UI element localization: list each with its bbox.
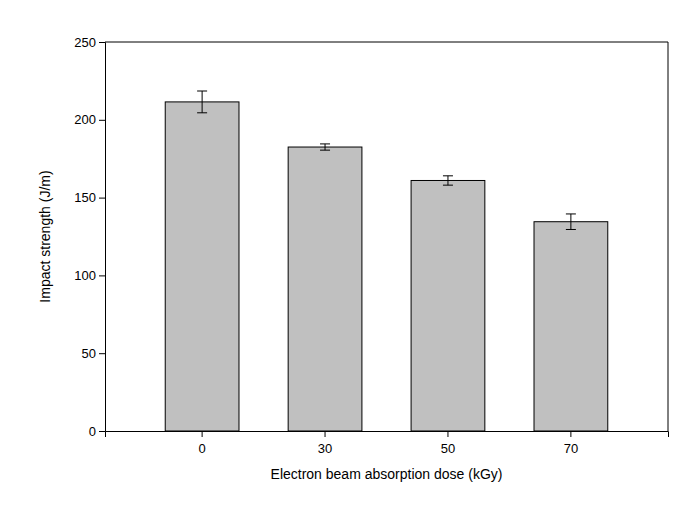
- x-tick-label: 70: [564, 441, 578, 456]
- y-tick-label: 250: [74, 35, 96, 50]
- bars: [165, 91, 608, 431]
- bar: [165, 102, 239, 431]
- frame: [105, 42, 668, 43]
- plot: 0 50 100 150 200 250 0 30 50 70: [74, 35, 668, 456]
- error-cap: [320, 143, 330, 144]
- x-axis: 0 30 50 70: [106, 431, 669, 456]
- y-tick: 50: [82, 346, 105, 361]
- error-cap: [443, 185, 453, 186]
- error-cap: [320, 150, 330, 151]
- x-axis-line: [106, 432, 669, 438]
- y-tick-label: 0: [89, 424, 96, 439]
- y-tick-label: 150: [74, 190, 96, 205]
- y-tick-mark: [99, 431, 105, 432]
- y-tick: 100: [74, 268, 105, 283]
- error-cap: [443, 175, 453, 176]
- y-tick-mark: [99, 120, 105, 121]
- y-axis: 0 50 100 150 200 250: [74, 35, 105, 439]
- error-cap: [197, 91, 207, 92]
- error-stem: [202, 91, 203, 113]
- y-tick-label: 50: [82, 346, 96, 361]
- frame: [668, 42, 669, 431]
- bar: [411, 180, 485, 431]
- error-cap: [197, 112, 207, 113]
- y-axis-line: [99, 43, 106, 432]
- x-tick: 50: [441, 431, 455, 456]
- y-axis-title: Impact strength (J/m): [37, 170, 53, 302]
- y-tick-mark: [99, 198, 105, 199]
- y-tick-mark: [99, 275, 105, 276]
- x-tick-label: 50: [441, 441, 455, 456]
- y-tick-label: 100: [74, 268, 96, 283]
- error-stem: [570, 214, 571, 230]
- error-cap: [566, 213, 576, 214]
- x-tick-label: 30: [318, 441, 332, 456]
- y-tick-mark: [99, 42, 105, 43]
- x-tick-label: 0: [198, 441, 205, 456]
- x-tick: 30: [318, 431, 332, 456]
- x-tick-mark: [202, 431, 203, 437]
- x-tick-mark: [570, 431, 571, 437]
- y-tick-mark: [99, 353, 105, 354]
- bar: [534, 222, 608, 431]
- x-tick-mark: [325, 431, 326, 437]
- error-stem: [325, 144, 326, 150]
- x-tick: 70: [564, 431, 578, 456]
- error-bar: [566, 214, 576, 230]
- y-tick-label: 200: [74, 112, 96, 127]
- y-tick: 0: [89, 424, 105, 439]
- y-tick: 150: [74, 190, 105, 205]
- y-tick: 250: [74, 35, 105, 50]
- x-tick: 0: [198, 431, 205, 456]
- x-axis-title: Electron beam absorption dose (kGy): [271, 466, 503, 482]
- error-bar: [197, 91, 207, 113]
- error-bar: [443, 176, 453, 185]
- error-cap: [566, 229, 576, 230]
- error-stem: [447, 176, 448, 185]
- x-tick-mark: [447, 431, 448, 437]
- error-bar: [320, 144, 330, 150]
- y-tick: 200: [74, 112, 105, 127]
- bar: [288, 147, 362, 431]
